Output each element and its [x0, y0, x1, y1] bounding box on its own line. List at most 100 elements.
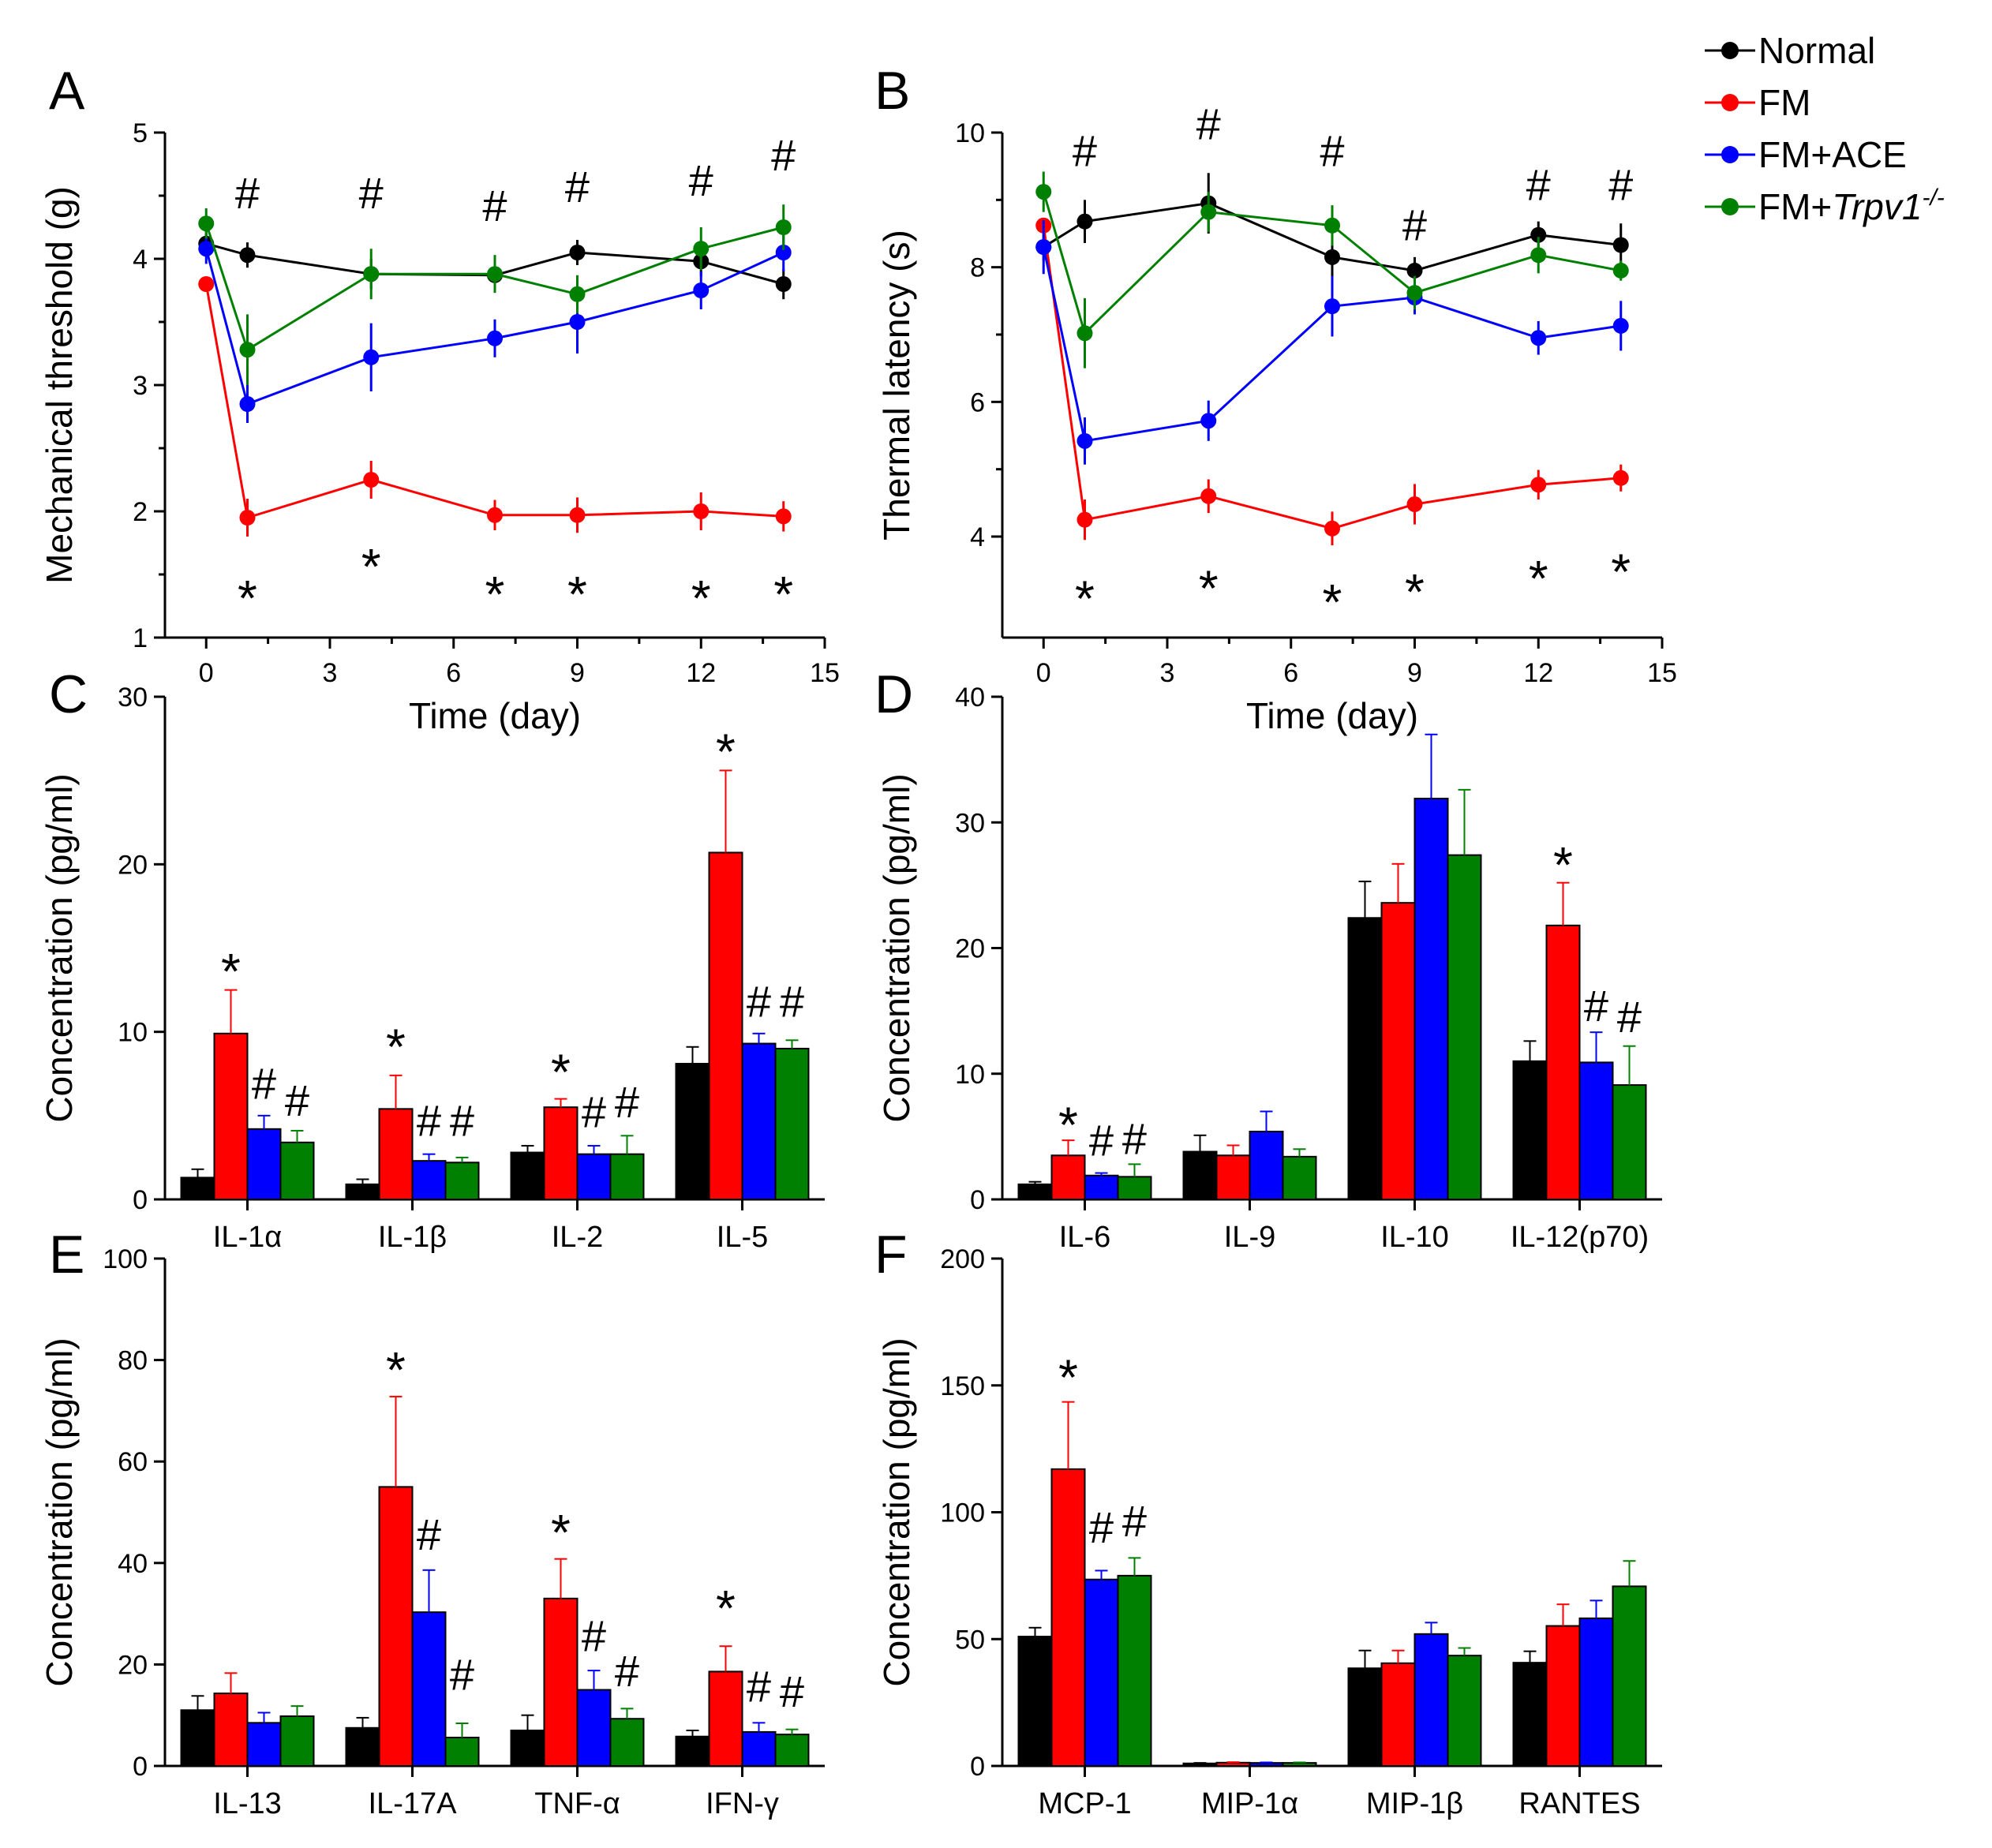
significance-hash: #: [450, 1650, 474, 1700]
series-fm-ace: [246, 1032, 777, 1201]
x-tick-label: 15: [1647, 658, 1677, 688]
category-label: MCP-1: [1038, 1787, 1131, 1820]
data-point: [569, 286, 586, 302]
data-point: [569, 314, 586, 330]
data-point: [1324, 249, 1340, 265]
legend-marker: [1721, 42, 1739, 59]
bar: [1512, 1060, 1548, 1200]
y-tick-label: 4: [970, 522, 985, 552]
bar: [1050, 1154, 1086, 1200]
bar: [246, 1722, 282, 1767]
y-tick-label: 50: [955, 1625, 985, 1655]
significance-star: *: [386, 1018, 406, 1075]
series-fm: [213, 1395, 743, 1768]
bar: [1612, 1585, 1647, 1768]
bar: [543, 1597, 579, 1768]
bar: [279, 1141, 315, 1200]
data-point: [487, 507, 503, 523]
bar: [609, 1153, 645, 1201]
bar: [675, 1063, 710, 1201]
data-point: [693, 282, 710, 298]
bar: [1380, 902, 1416, 1201]
bar: [1117, 1176, 1152, 1200]
significance-star: *: [1553, 836, 1573, 893]
y-axis-label: Mechanical threshold (g): [39, 186, 80, 584]
data-point: [363, 349, 380, 365]
bar: [510, 1151, 545, 1200]
data-point: [1406, 285, 1423, 301]
significance-hash: #: [1122, 1496, 1147, 1546]
data-point: [487, 330, 503, 346]
legend-marker: [1721, 94, 1739, 111]
category-label: IL-1β: [378, 1221, 447, 1254]
legend: Normal FM FM+ACE FM+Trpv1-/-: [1705, 30, 1945, 227]
bar: [1050, 1468, 1086, 1767]
significance-hash: #: [780, 1667, 804, 1716]
data-point: [775, 245, 792, 260]
series-fm: [198, 276, 792, 537]
bar: [1347, 917, 1383, 1201]
data-point: [239, 342, 256, 358]
panel-letter: C: [49, 664, 88, 724]
data-point: [1200, 413, 1217, 429]
data-point: [198, 241, 215, 257]
category-label: IL-5: [717, 1221, 768, 1254]
y-tick-label: 30: [118, 683, 148, 713]
series-fm-trpv1-: [1117, 788, 1647, 1201]
data-point: [1035, 184, 1052, 200]
bar: [1447, 854, 1482, 1201]
legend-item: Normal: [1705, 30, 1875, 71]
panel-e: E 0 20 40 60 80 100 Concentration (pg/ml) IL-13 I…: [39, 1225, 825, 1820]
bar: [1612, 1084, 1647, 1201]
bar: [741, 1042, 777, 1201]
bar: [708, 851, 743, 1200]
series-fm-trpv1-: [279, 1039, 810, 1201]
y-tick-label: 150: [940, 1371, 985, 1401]
bar: [378, 1108, 414, 1200]
data-point: [1612, 262, 1629, 279]
y-tick-label: 200: [940, 1244, 985, 1274]
data-point: [693, 503, 710, 519]
data-point: [1077, 213, 1093, 230]
x-tick-label: 6: [1283, 658, 1298, 688]
legend-label: FM+Trpv1-/-: [1758, 185, 1945, 227]
significance-hash: #: [1584, 981, 1608, 1031]
significance-star: *: [1611, 543, 1631, 600]
data-point: [1324, 217, 1340, 234]
bar: [708, 1670, 743, 1768]
y-tick-label: 0: [970, 1752, 985, 1782]
y-tick-label: 80: [118, 1346, 148, 1376]
bar: [1578, 1061, 1614, 1200]
y-axis-label: Concentration (pg/ml): [876, 1337, 917, 1686]
y-tick-label: 40: [955, 683, 985, 713]
significance-hash: #: [417, 1095, 441, 1145]
data-point: [775, 276, 792, 292]
significance-star: *: [551, 1043, 571, 1100]
y-tick-label: 10: [955, 1060, 985, 1090]
significance-hash: #: [780, 977, 804, 1027]
series-normal: [180, 1695, 710, 1768]
bar: [609, 1718, 645, 1767]
bar: [180, 1709, 215, 1768]
series-normal: [1017, 1626, 1548, 1767]
significance-hash: #: [1196, 99, 1221, 149]
category-label: IL-9: [1224, 1221, 1275, 1254]
bar: [345, 1726, 380, 1767]
bar: [1249, 1131, 1284, 1201]
significance-hash: #: [252, 1059, 276, 1109]
bar: [411, 1160, 447, 1200]
significance-star: *: [551, 1504, 571, 1561]
bar: [1084, 1174, 1119, 1201]
y-tick-label: 20: [118, 850, 148, 880]
bar: [1215, 1761, 1251, 1768]
y-tick-label: 40: [118, 1549, 148, 1579]
bar: [1182, 1762, 1218, 1767]
bar: [543, 1106, 579, 1201]
significance-star: *: [1405, 563, 1425, 620]
data-point: [1324, 520, 1340, 537]
data-point: [198, 215, 215, 232]
significance-star: *: [567, 566, 587, 623]
bar: [1182, 1150, 1218, 1200]
